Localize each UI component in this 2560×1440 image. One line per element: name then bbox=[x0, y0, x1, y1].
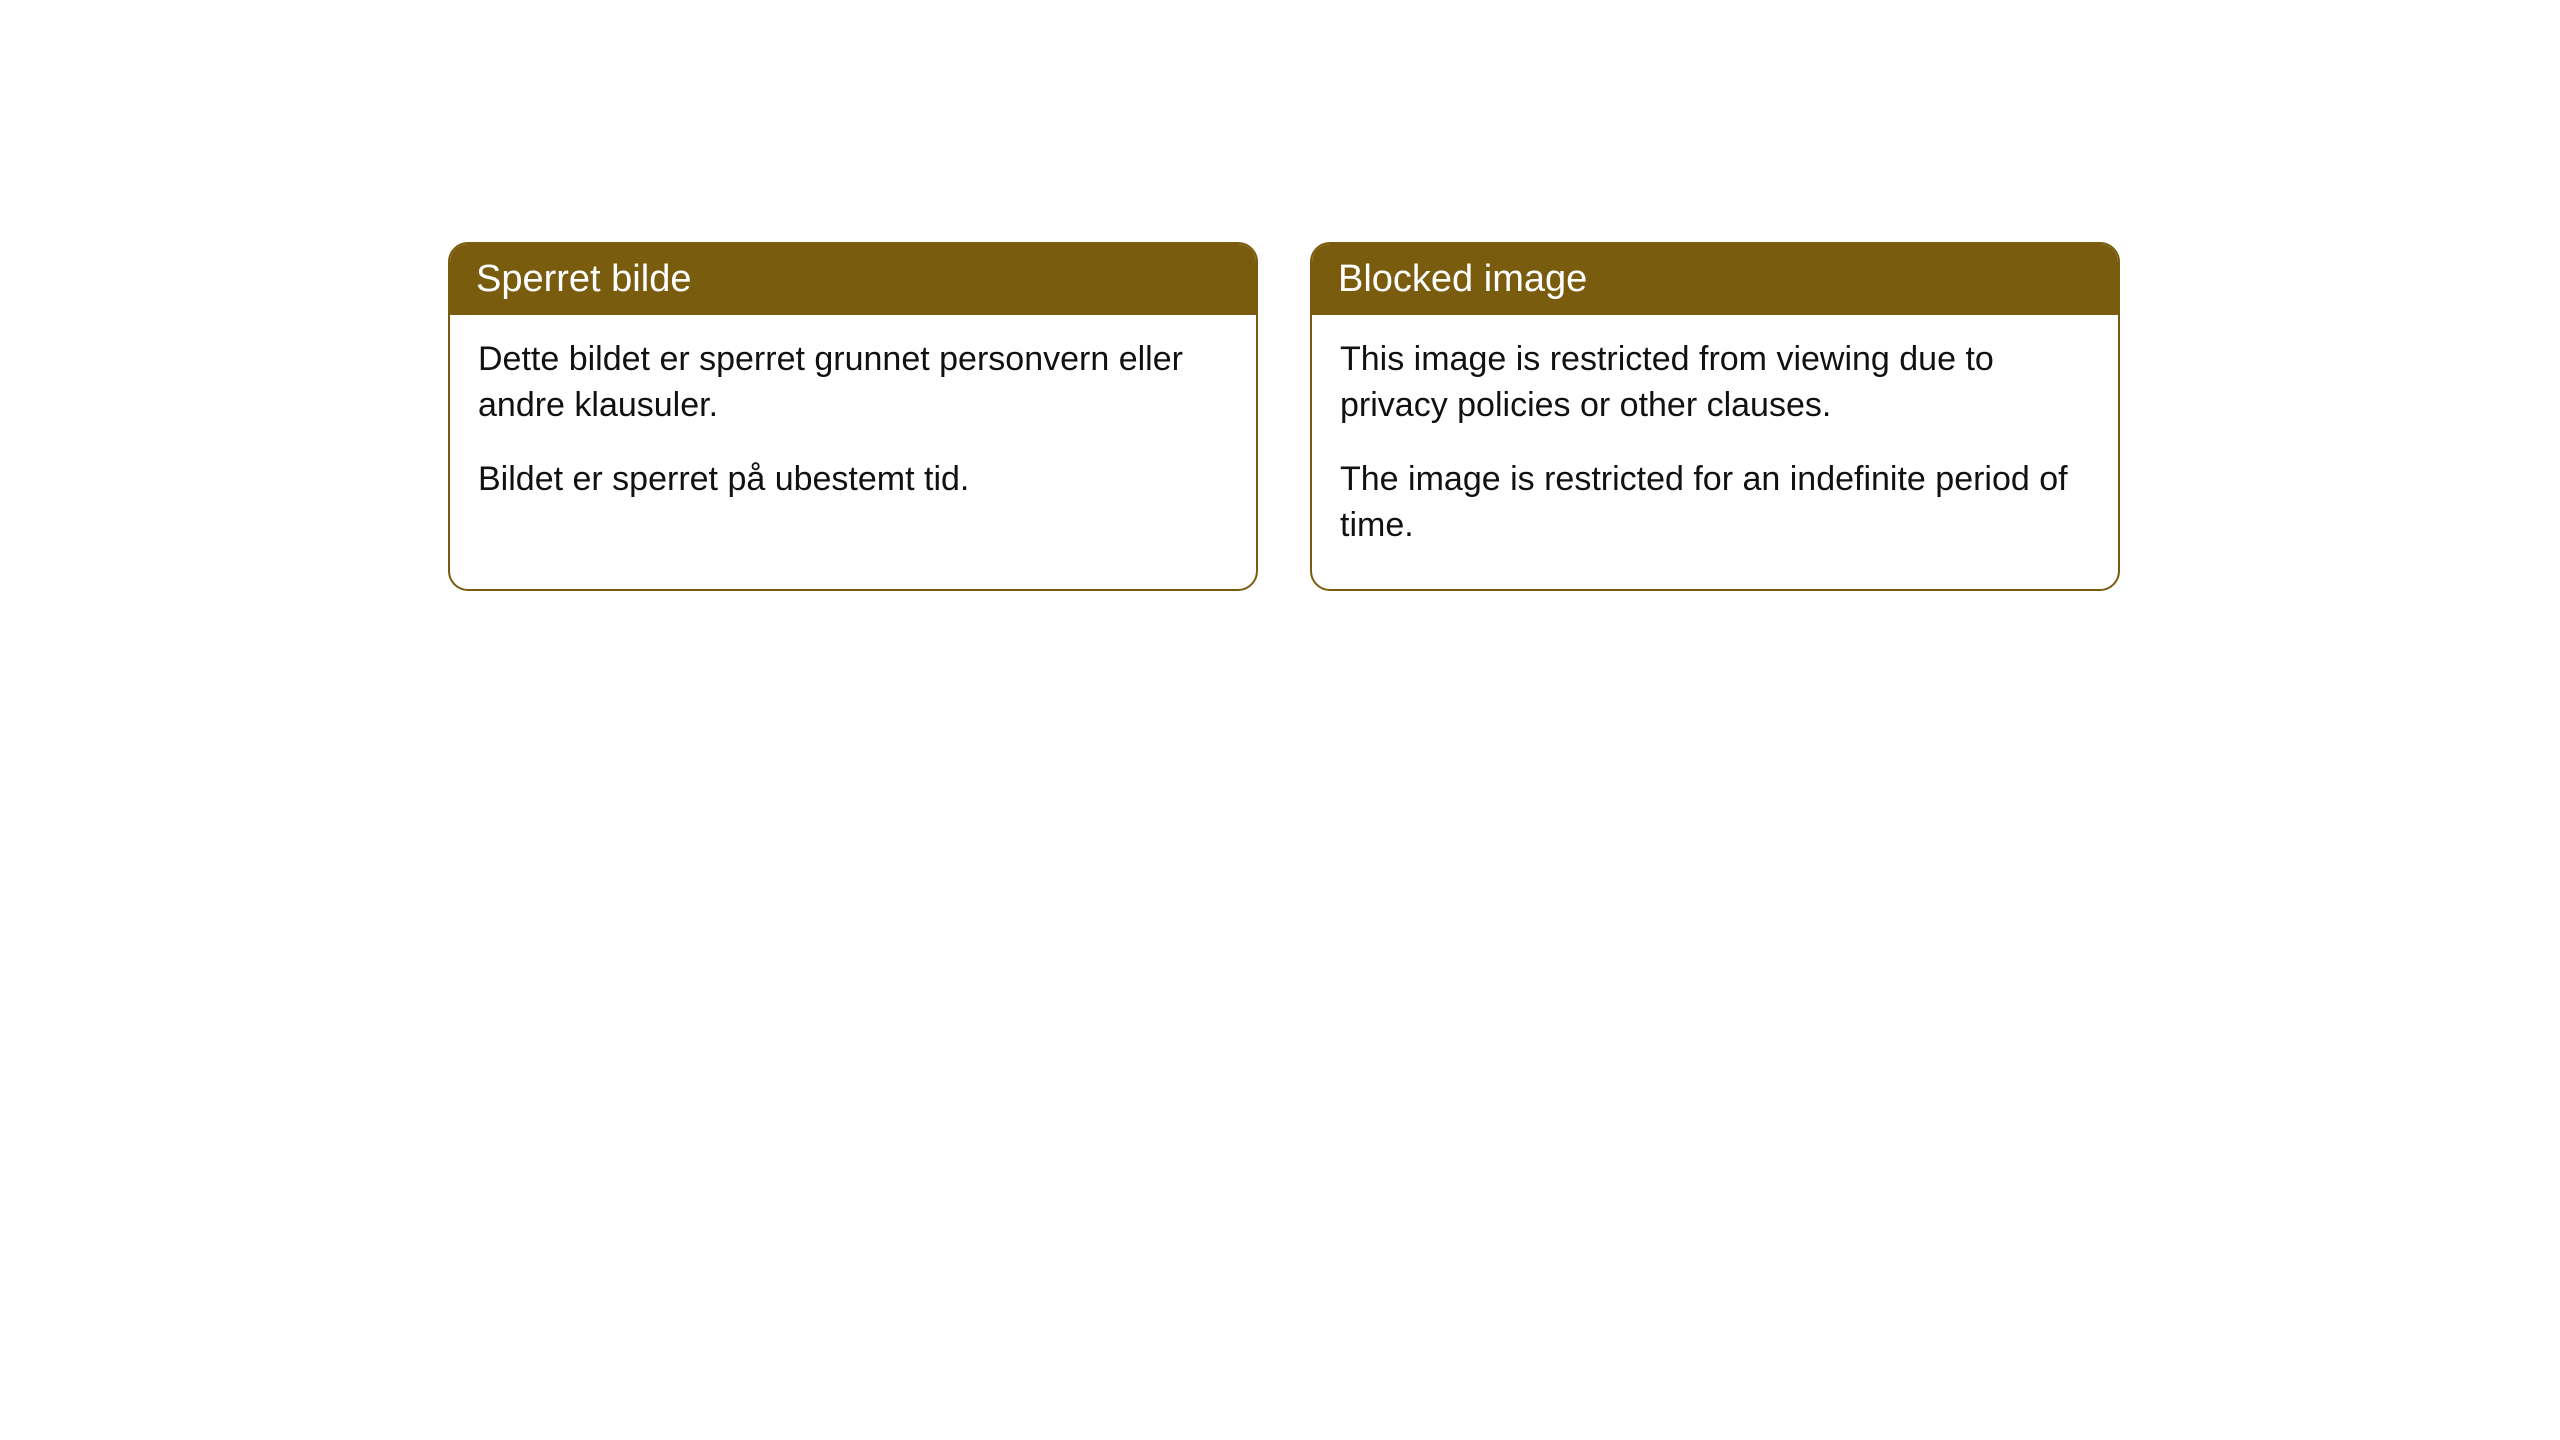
blocked-image-card-norwegian: Sperret bilde Dette bildet er sperret gr… bbox=[448, 242, 1258, 591]
blocked-image-card-english: Blocked image This image is restricted f… bbox=[1310, 242, 2120, 591]
notice-container: Sperret bilde Dette bildet er sperret gr… bbox=[0, 0, 2560, 591]
card-header-norwegian: Sperret bilde bbox=[450, 244, 1256, 315]
notice-text-line2: Bildet er sperret på ubestemt tid. bbox=[478, 457, 1228, 503]
notice-text-line1: This image is restricted from viewing du… bbox=[1340, 337, 2090, 429]
card-body-norwegian: Dette bildet er sperret grunnet personve… bbox=[450, 315, 1256, 543]
card-header-english: Blocked image bbox=[1312, 244, 2118, 315]
notice-text-line1: Dette bildet er sperret grunnet personve… bbox=[478, 337, 1228, 429]
card-body-english: This image is restricted from viewing du… bbox=[1312, 315, 2118, 589]
notice-text-line2: The image is restricted for an indefinit… bbox=[1340, 457, 2090, 549]
